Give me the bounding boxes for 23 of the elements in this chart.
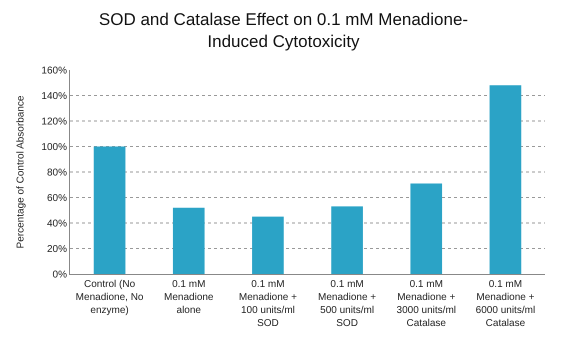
bar — [252, 216, 284, 274]
x-tick-label: Control (No Menadione, No enzyme) — [76, 279, 144, 316]
bar — [490, 85, 522, 274]
bar — [331, 206, 363, 274]
x-tick-label: 0.1 mM Menadione alone — [164, 279, 214, 316]
bar — [94, 146, 126, 274]
x-tick-label: 0.1 mM Menadione + 100 units/ml SOD — [238, 279, 298, 329]
y-axis-title: Percentage of Control Absorbance — [15, 95, 26, 248]
y-tick-label: 40% — [46, 218, 68, 230]
y-tick-label: 60% — [46, 193, 68, 204]
y-tick-label: 0% — [52, 270, 68, 280]
x-tick-label: 0.1 mM Menadione + 3000 units/ml Catalase — [396, 279, 456, 329]
bar — [410, 183, 442, 274]
x-tick-label: 0.1 mM Menadione + 6000 units/ml Catalase — [476, 279, 536, 329]
x-tick-label: 0.1 mM Menadione + 500 units/ml SOD — [318, 279, 376, 329]
bar — [172, 208, 205, 274]
y-tick-label: 80% — [46, 168, 68, 178]
y-tick-label: 120% — [41, 116, 68, 128]
y-tick-label: 20% — [46, 244, 68, 255]
y-tick-label: 100% — [41, 142, 68, 153]
y-tick-label: 160% — [41, 66, 68, 76]
y-tick-label: 140% — [41, 91, 68, 102]
chart-title: SOD and Catalase Effect on 0.1 mM Menadione-Induced Cytotoxicity — [98, 10, 468, 52]
